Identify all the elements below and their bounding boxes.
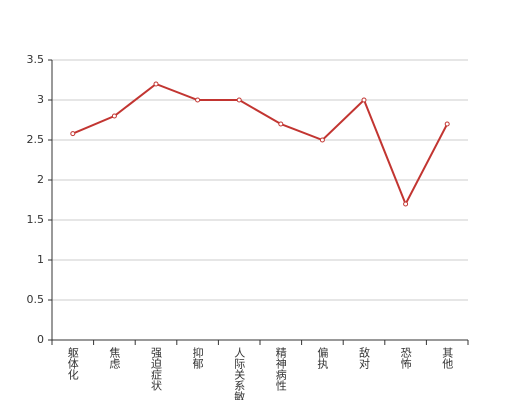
x-tick-label: 抑郁	[191, 346, 204, 369]
point	[403, 201, 409, 207]
y-tick-label: 2	[37, 173, 44, 186]
point	[153, 81, 159, 87]
point	[195, 97, 201, 103]
y-tick-label: 3.5	[27, 53, 45, 66]
x-tick-label: 精神病性	[274, 347, 287, 392]
x-tick-label: 敌对	[358, 346, 371, 369]
point	[236, 97, 242, 103]
y-tick-label: 2.5	[27, 133, 45, 146]
x-tick-label: 恐怖	[399, 347, 412, 369]
line	[72, 82, 449, 207]
y-tick-label: 1	[37, 253, 44, 266]
x-tick-label: 人际关系敏感	[233, 347, 246, 400]
x-tick-label: 强迫症状	[150, 347, 163, 391]
point	[111, 113, 117, 119]
y-tick-label: 1.5	[27, 213, 45, 226]
x-tick-label: 偏执	[316, 346, 329, 370]
x-tick-label: 其他	[441, 347, 454, 369]
point	[361, 97, 367, 103]
point	[278, 121, 284, 127]
x-tick-label: 躯体化	[66, 347, 79, 381]
point	[444, 121, 450, 127]
y-tick-label: 3	[37, 93, 44, 106]
x-tick-label: 焦虑	[108, 347, 121, 369]
y-tick-label: 0.5	[27, 293, 45, 306]
y-tick-label: 0	[37, 333, 44, 346]
point	[319, 137, 325, 143]
point	[70, 131, 76, 137]
